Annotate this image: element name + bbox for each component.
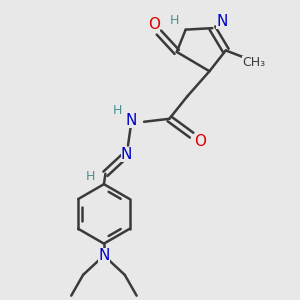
Text: CH₃: CH₃ [242,56,266,69]
Text: N: N [121,147,132,162]
Text: N: N [126,113,137,128]
Text: O: O [194,134,206,149]
Text: N: N [216,14,228,29]
Text: H: H [170,14,179,27]
Text: O: O [148,17,160,32]
Text: H: H [112,104,122,117]
Text: N: N [98,248,110,263]
Text: H: H [86,170,95,183]
